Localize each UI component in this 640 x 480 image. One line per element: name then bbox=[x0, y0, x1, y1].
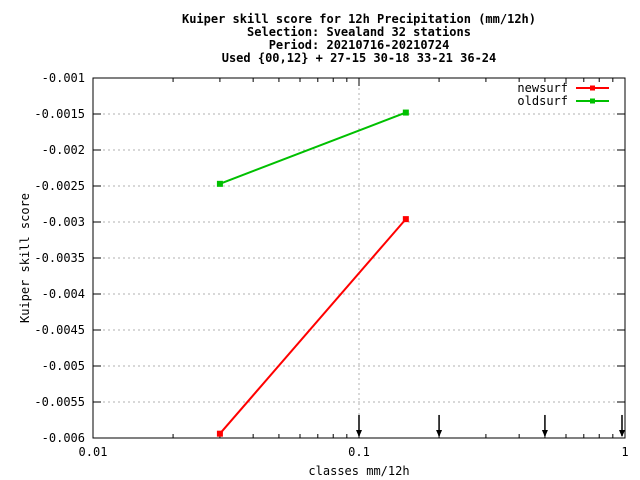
x-tick-label: 0.01 bbox=[79, 445, 108, 459]
y-tick-label: -0.0055 bbox=[34, 395, 85, 409]
y-tick-label: -0.004 bbox=[42, 287, 85, 301]
y-tick-label: -0.003 bbox=[42, 215, 85, 229]
x-axis-label: classes mm/12h bbox=[308, 464, 409, 478]
y-tick-label: -0.0015 bbox=[34, 107, 85, 121]
y-axis-ticks: -0.001 -0.0015 -0.002 -0.0025 -0.003 -0.0035 -… bbox=[34, 71, 625, 445]
title-line: Kuiper skill score for 12h Precipitation… bbox=[182, 12, 536, 26]
legend-marker-newsurf bbox=[590, 85, 595, 91]
data-point-newsurf bbox=[402, 216, 409, 223]
title-line: Used {00,12} + 27-15 30-18 33-21 36-24 bbox=[222, 51, 497, 65]
y-tick-label: -0.0035 bbox=[34, 251, 85, 265]
data-point-oldsurf bbox=[216, 180, 223, 187]
y-axis-label: Kuiper skill score bbox=[18, 193, 32, 323]
series bbox=[216, 109, 409, 437]
class-marker-arrowhead bbox=[356, 430, 362, 437]
series-line-oldsurf bbox=[219, 111, 407, 185]
class-marker-arrowhead bbox=[436, 430, 443, 437]
class-marker-arrowhead bbox=[541, 430, 548, 437]
data-point-oldsurf bbox=[402, 109, 409, 116]
y-tick-label: -0.005 bbox=[42, 359, 85, 373]
chart-title: Kuiper skill score for 12h Precipitation… bbox=[182, 12, 536, 65]
y-tick-label: -0.0025 bbox=[34, 179, 85, 193]
class-marker-arrowhead bbox=[619, 430, 625, 437]
x-tick-label: 0.1 bbox=[348, 445, 370, 459]
y-tick-label: -0.006 bbox=[42, 431, 85, 445]
y-tick-label: -0.0045 bbox=[34, 323, 85, 337]
class-markers bbox=[356, 414, 625, 437]
y-tick-label: -0.002 bbox=[42, 143, 85, 157]
title-line: Period: 20210716-20210724 bbox=[269, 38, 450, 52]
plot-frame bbox=[92, 77, 626, 439]
grid bbox=[93, 78, 625, 438]
y-tick-label: -0.001 bbox=[42, 71, 85, 85]
x-tick-label: 1 bbox=[621, 445, 628, 459]
series-line-newsurf bbox=[219, 218, 407, 435]
legend-label-oldsurf: oldsurf bbox=[517, 94, 568, 108]
title-line: Selection: Svealand 32 stations bbox=[247, 25, 471, 39]
legend-label-newsurf: newsurf bbox=[517, 81, 568, 95]
legend-marker-oldsurf bbox=[590, 98, 595, 104]
data-point-newsurf bbox=[216, 430, 223, 437]
